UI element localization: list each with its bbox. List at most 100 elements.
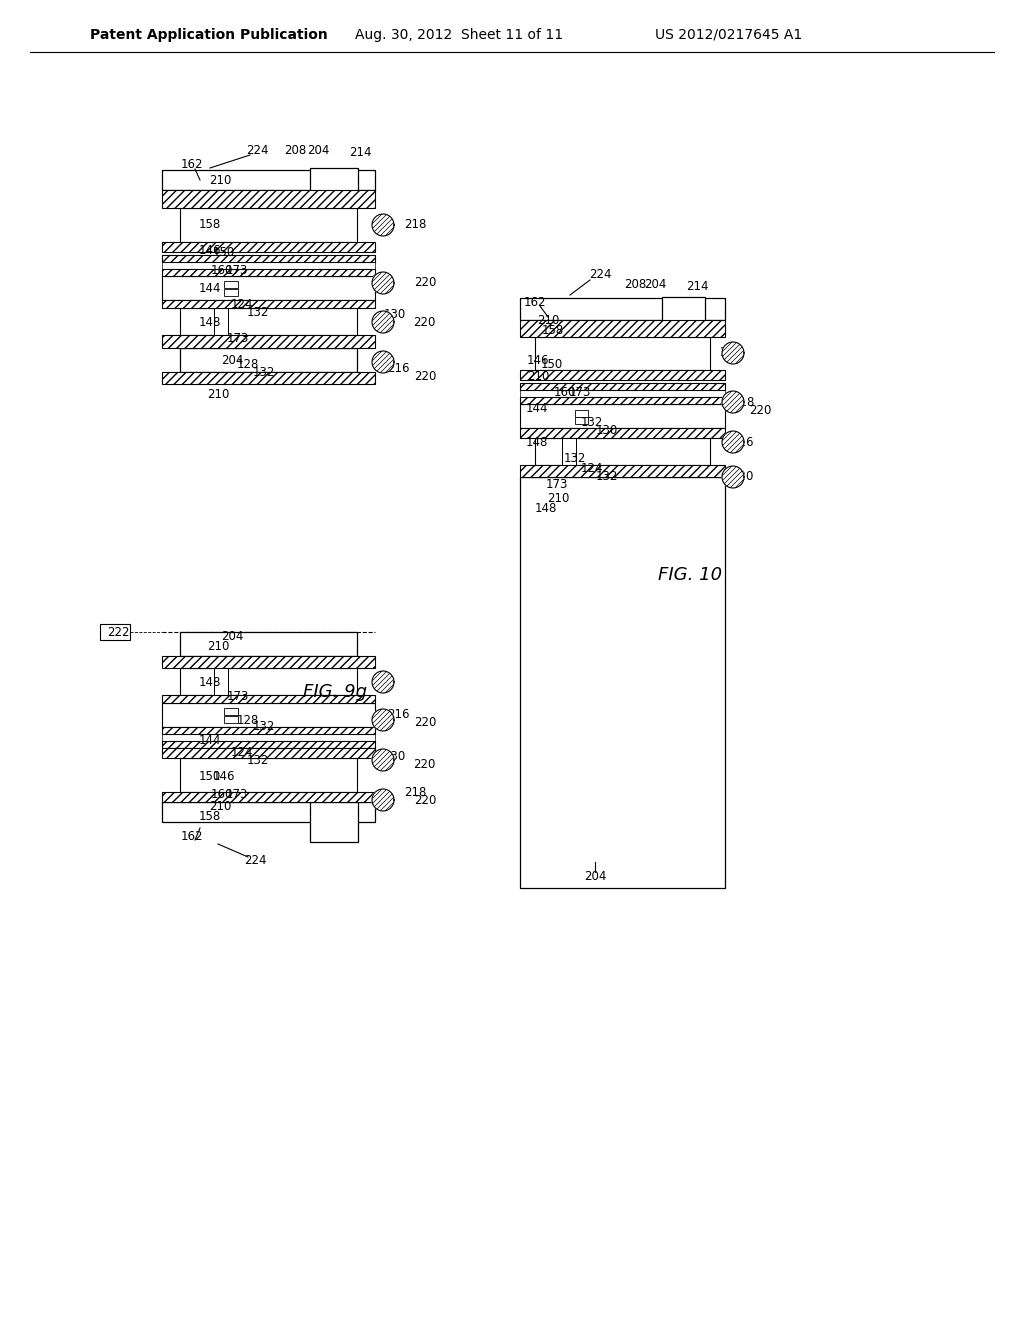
Text: US 2012/0217645 A1: US 2012/0217645 A1: [655, 28, 802, 42]
Bar: [520, 397, 725, 404]
Text: FIG. 9g: FIG. 9g: [303, 682, 367, 701]
Text: 150: 150: [213, 246, 236, 259]
Circle shape: [372, 214, 394, 236]
Text: 210: 210: [209, 800, 231, 813]
Text: 162: 162: [523, 296, 546, 309]
Text: 144: 144: [199, 281, 221, 294]
Polygon shape: [372, 709, 394, 731]
Circle shape: [722, 342, 744, 364]
Bar: [162, 696, 375, 704]
Text: 148: 148: [525, 437, 548, 450]
Text: 220: 220: [414, 371, 436, 384]
Bar: [162, 656, 375, 668]
Bar: [575, 417, 588, 424]
Text: 214: 214: [686, 281, 709, 293]
Bar: [214, 308, 228, 341]
Text: 158: 158: [199, 810, 221, 824]
Text: 128: 128: [237, 714, 259, 726]
Text: 128: 128: [237, 359, 259, 371]
Circle shape: [372, 272, 394, 294]
Bar: [224, 708, 238, 715]
Bar: [162, 269, 375, 276]
Text: 150: 150: [541, 359, 563, 371]
Circle shape: [372, 671, 394, 693]
Bar: [662, 297, 705, 337]
Polygon shape: [372, 351, 394, 374]
Text: 220: 220: [413, 315, 435, 329]
Text: 173: 173: [568, 385, 591, 399]
Text: 132: 132: [247, 754, 269, 767]
Bar: [162, 242, 375, 252]
Bar: [224, 289, 238, 296]
Text: 162: 162: [181, 158, 203, 172]
Bar: [162, 372, 375, 384]
Bar: [180, 308, 357, 335]
Bar: [535, 337, 710, 370]
Text: 162: 162: [181, 830, 203, 843]
Text: 208: 208: [624, 279, 646, 292]
Bar: [520, 383, 725, 389]
Text: 124: 124: [581, 462, 603, 474]
Text: 204: 204: [644, 279, 667, 292]
Polygon shape: [372, 748, 394, 771]
Polygon shape: [372, 789, 394, 810]
Bar: [575, 411, 588, 417]
Bar: [162, 704, 375, 727]
Text: 124: 124: [230, 298, 253, 312]
Text: 204: 204: [584, 870, 606, 883]
Text: 173: 173: [226, 788, 248, 801]
Text: 130: 130: [384, 309, 407, 322]
Polygon shape: [722, 391, 744, 413]
Bar: [162, 170, 375, 190]
Text: 144: 144: [199, 734, 221, 747]
Bar: [180, 758, 357, 792]
Text: 160: 160: [211, 264, 233, 276]
Bar: [180, 209, 357, 242]
Text: 220: 220: [414, 715, 436, 729]
Text: 204: 204: [307, 144, 329, 157]
Polygon shape: [722, 466, 744, 488]
Circle shape: [372, 351, 394, 374]
Bar: [162, 741, 375, 748]
Text: 210: 210: [547, 491, 569, 504]
Bar: [214, 668, 228, 700]
Text: 132: 132: [247, 306, 269, 319]
Bar: [520, 404, 725, 428]
Bar: [162, 734, 375, 741]
Text: 208: 208: [284, 144, 306, 157]
Bar: [224, 715, 238, 723]
Bar: [162, 792, 375, 803]
Circle shape: [722, 391, 744, 413]
Text: 220: 220: [413, 759, 435, 771]
Bar: [520, 477, 725, 888]
Bar: [162, 300, 375, 308]
Text: 144: 144: [525, 401, 548, 414]
Text: 173: 173: [226, 690, 249, 704]
Text: 214: 214: [349, 145, 372, 158]
Text: 132: 132: [564, 451, 586, 465]
Circle shape: [372, 709, 394, 731]
Bar: [310, 803, 358, 842]
Text: 146: 146: [213, 771, 236, 784]
Bar: [310, 168, 358, 209]
Bar: [520, 428, 725, 438]
Text: 210: 210: [207, 388, 229, 401]
Text: 218: 218: [732, 396, 755, 408]
Circle shape: [722, 432, 744, 453]
Text: 130: 130: [384, 751, 407, 763]
Bar: [520, 298, 725, 319]
Text: 218: 218: [403, 219, 426, 231]
Bar: [162, 727, 375, 734]
Text: 173: 173: [546, 479, 568, 491]
Bar: [162, 255, 375, 261]
Text: 220: 220: [749, 404, 771, 417]
Bar: [180, 348, 357, 372]
Text: 173: 173: [226, 331, 249, 345]
Bar: [162, 261, 375, 269]
Text: 160: 160: [211, 788, 233, 801]
Bar: [562, 438, 575, 470]
Text: 224: 224: [246, 144, 268, 157]
Text: 204: 204: [221, 354, 243, 367]
Polygon shape: [722, 432, 744, 453]
Bar: [535, 438, 710, 465]
